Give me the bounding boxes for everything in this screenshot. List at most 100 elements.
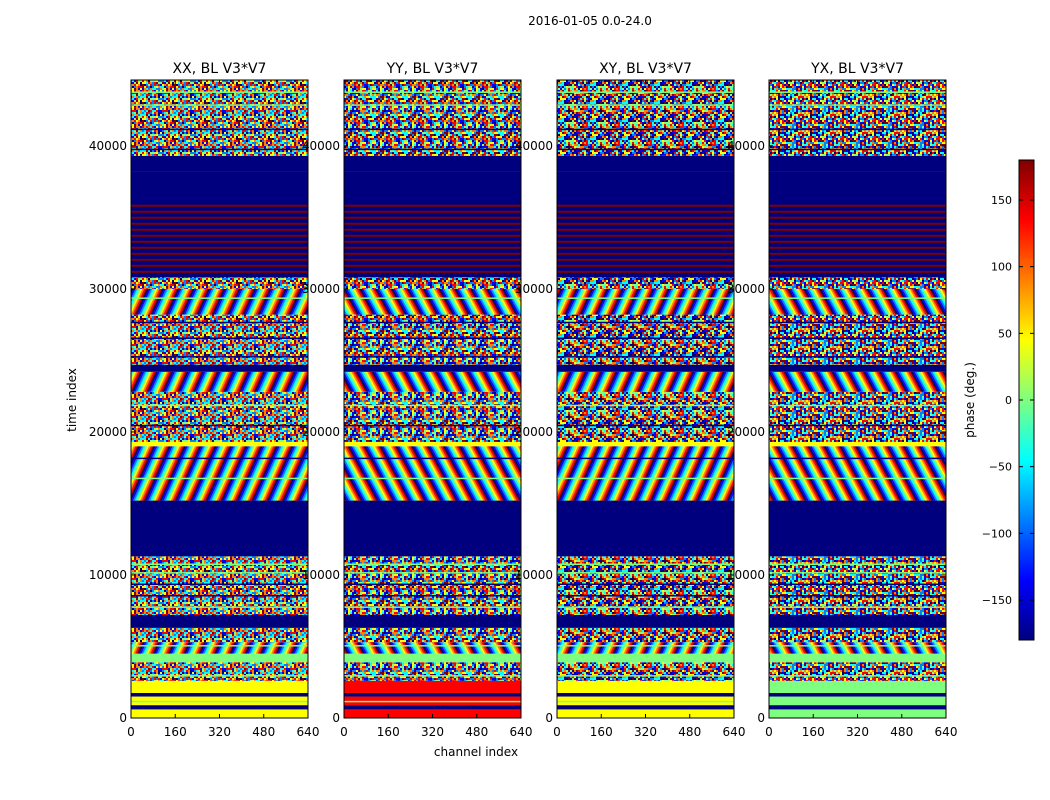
heatmap-band [557, 222, 734, 225]
heatmap-band [557, 297, 734, 299]
heatmap-band [131, 264, 308, 267]
heatmap-band [769, 441, 946, 447]
panel-title: XX, BL V3*V7 [173, 61, 267, 77]
heatmap-band [344, 364, 521, 372]
heatmap-band [769, 446, 946, 501]
heatmap-band [769, 216, 946, 219]
heatmap-band [131, 91, 308, 93]
heatmap-band [131, 240, 308, 243]
heatmap-band [131, 204, 308, 207]
heatmap-band [557, 104, 734, 106]
panel-xy: XY, BL V3*V7 0 160 320 480 640 0 10000 20000 3000… [515, 61, 746, 739]
heatmap-band [557, 80, 734, 108]
heatmap-band [344, 246, 521, 249]
y-tick-label: 10000 [89, 568, 127, 582]
colorbar-tick-label: 100 [991, 261, 1012, 274]
heatmap-band [344, 216, 521, 219]
heatmap-band [344, 627, 521, 637]
heatmap-band [557, 446, 734, 501]
heatmap-band [557, 91, 734, 93]
heatmap-band [344, 636, 521, 643]
heatmap-band [344, 155, 521, 172]
heatmap-band [769, 692, 946, 697]
x-tick-label: 480 [890, 725, 913, 739]
heatmap-band [769, 457, 946, 460]
heatmap-band [557, 627, 734, 637]
heatmap-band [344, 692, 521, 697]
heatmap-band [557, 364, 734, 372]
heatmap-band [769, 234, 946, 237]
heatmap-band [769, 563, 946, 566]
heatmap-band [131, 210, 308, 213]
heatmap-band [769, 477, 946, 480]
y-tick-label: 30000 [515, 282, 553, 296]
heatmap-band [557, 204, 734, 207]
colorbar-tick-label: 150 [991, 194, 1012, 207]
heatmap-band [344, 222, 521, 225]
panel-yy: YY, BL V3*V7 0 160 320 480 640 0 10000 20000 3000… [302, 61, 533, 739]
y-tick-label: 10000 [515, 568, 553, 582]
heatmap-band [769, 606, 946, 608]
heatmap-band [131, 364, 308, 372]
y-tick-label: 20000 [89, 425, 127, 439]
heatmap-band [131, 246, 308, 249]
heatmap-band [344, 457, 521, 460]
heatmap-band [344, 615, 521, 628]
heatmap-band [131, 680, 308, 693]
heatmap-band [131, 662, 308, 681]
heatmap-band [769, 204, 946, 207]
heatmap-band [769, 556, 946, 616]
heatmap-band [131, 80, 308, 108]
heatmap-band [344, 583, 521, 586]
heatmap-band [131, 321, 308, 324]
panel-title: XY, BL V3*V7 [599, 61, 692, 77]
heatmap-band [131, 709, 308, 718]
y-tick-label: 40000 [727, 139, 765, 153]
y-tick-label: 0 [757, 711, 765, 725]
heatmap-band [769, 321, 946, 324]
heatmap-band [344, 104, 521, 106]
heatmap-band [557, 356, 734, 358]
heatmap-band [131, 556, 308, 616]
x-tick-label: 320 [421, 725, 444, 739]
heatmap-band [557, 288, 734, 315]
heatmap-band [344, 594, 521, 597]
heatmap-band [557, 563, 734, 566]
heatmap-band [344, 424, 521, 427]
y-tick-label: 20000 [302, 425, 340, 439]
y-tick-label: 30000 [727, 282, 765, 296]
heatmap-band [344, 653, 521, 663]
heatmap-band [131, 258, 308, 261]
heatmap-band [131, 563, 308, 566]
heatmap-band [769, 270, 946, 273]
heatmap-band [344, 148, 521, 151]
y-tick-label: 0 [119, 711, 127, 725]
heatmap-band [769, 404, 946, 407]
heatmap-band [769, 91, 946, 93]
x-tick-label: 480 [678, 725, 701, 739]
heatmap-band [131, 700, 308, 703]
x-tick-label: 0 [553, 725, 561, 739]
heatmap-band [344, 297, 521, 299]
heatmap-band [557, 500, 734, 557]
heatmap-band [131, 653, 308, 663]
heatmap-band [769, 240, 946, 243]
heatmap-band [344, 441, 521, 447]
heatmap-band [557, 258, 734, 261]
colorbar: 150 100 50 0 −50 −100 −150 phase (deg.) [963, 159, 1035, 641]
heatmap-band [131, 356, 308, 358]
x-tick-label: 640 [510, 725, 533, 739]
heatmap-band [131, 692, 308, 697]
heatmap-band [344, 228, 521, 231]
panel-xx: XX, BL V3*V7 0 160 320 480 640 0 10000 20000 3000… [89, 61, 320, 739]
heatmap-band [344, 642, 521, 654]
y-tick-label: 40000 [515, 139, 553, 153]
heatmap-band [131, 216, 308, 219]
heatmap-band [344, 556, 521, 616]
x-tick-label: 0 [340, 725, 348, 739]
heatmap-band [344, 204, 521, 207]
heatmap-band [557, 404, 734, 407]
heatmap-band [557, 583, 734, 586]
heatmap-band [557, 424, 734, 427]
heatmap-band [557, 594, 734, 597]
